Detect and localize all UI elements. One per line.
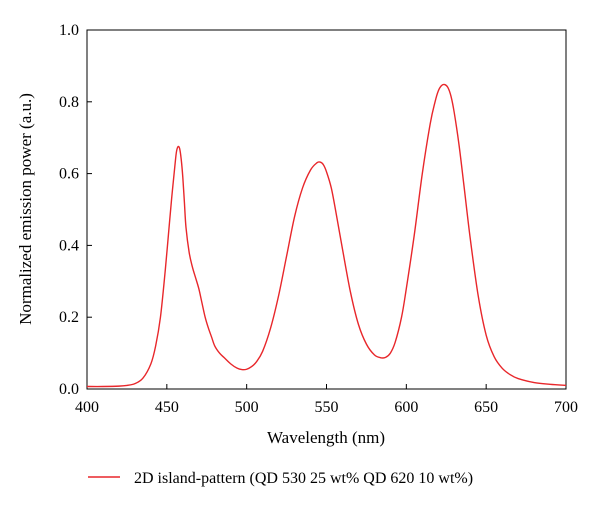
x-tick-label: 500 bbox=[235, 399, 259, 416]
y-tick-label: 0.2 bbox=[59, 309, 79, 326]
y-tick-label: 0.4 bbox=[59, 237, 79, 254]
plot-frame bbox=[86, 29, 567, 390]
legend-label: 2D island-pattern (QD 530 25 wt% QD 620 … bbox=[134, 470, 473, 487]
series-line-2d-island-pattern bbox=[86, 83, 567, 388]
x-tick-label: 700 bbox=[554, 399, 578, 416]
legend: 2D island-pattern (QD 530 25 wt% QD 620 … bbox=[88, 470, 473, 487]
y-tick-label: 0.0 bbox=[59, 381, 79, 398]
x-tick-label: 600 bbox=[394, 399, 418, 416]
y-tick-label: 0.6 bbox=[59, 166, 79, 183]
y-axis-ticks: 0.0 0.2 0.4 0.6 0.8 1.0 bbox=[59, 22, 92, 398]
x-tick-label: 450 bbox=[155, 399, 179, 416]
y-tick-label: 0.8 bbox=[59, 94, 79, 111]
x-tick-label: 650 bbox=[474, 399, 498, 416]
x-axis-label: Wavelength (nm) bbox=[267, 428, 385, 447]
y-axis-label: Normalized emission power (a.u.) bbox=[16, 93, 35, 325]
y-tick-label: 1.0 bbox=[59, 22, 79, 39]
x-tick-label: 400 bbox=[75, 399, 99, 416]
x-axis-ticks: 400 450 500 550 600 650 700 bbox=[75, 384, 578, 416]
x-tick-label: 550 bbox=[315, 399, 339, 416]
